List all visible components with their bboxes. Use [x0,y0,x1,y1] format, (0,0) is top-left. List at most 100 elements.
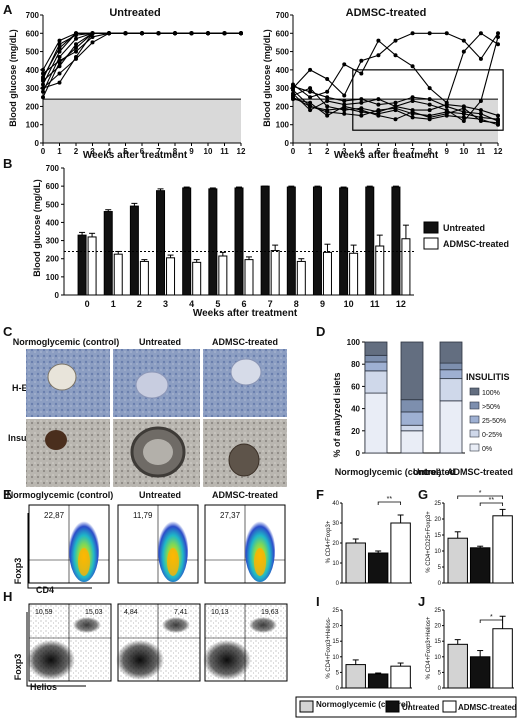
d-group-admsc: ADMSC-treated [447,467,513,477]
a-untreated-xtick-label: 8 [173,147,178,156]
insulitis-stacked-bar-chart: 0 20 40 60 80 100 [347,338,465,458]
d-legend-label: 25-50% [482,418,506,425]
f-bar [345,542,366,584]
e-gate-value: 27,37 [220,511,241,520]
b-ytick-label: 700 [46,164,60,173]
a-admsc-point [410,95,415,100]
b-ytick-label: 0 [55,291,60,300]
a-admsc-xtick-label: 6 [393,147,398,156]
a-untreated-point [57,42,62,47]
panel-letter-b: B [3,156,12,171]
a-untreated-point [41,77,45,81]
a-admsc-xtick-label: 0 [291,147,296,156]
d-legend-label: 100% [482,390,500,397]
a-right-ylabel: Blood glucose (mg/dL) [262,29,272,127]
b-bar [208,188,218,296]
a-admsc-point [427,31,432,36]
a-admsc-xtick-label: 2 [325,147,330,156]
d-group-normo: Normoglycemic (control) [335,467,442,477]
a-admsc-point [325,108,330,113]
a-admsc-point [478,98,483,103]
f-bar [390,522,411,584]
h-ylabel: Foxp3 [13,654,23,681]
e-population-core [167,548,179,576]
flow-cytometry-helios-foxp3: 10,59 15,03 4,84 7,41 10,13 19,63 [26,603,288,687]
b-xtick-label: 9 [320,299,325,309]
f-bar-chart: 0 10 20 30 40 ** [332,496,412,587]
j-ytick-label: 10 [434,655,441,661]
a-untreated-series-line [42,32,241,78]
b-legend: Untreated ADMSC-treated [423,221,509,250]
a-untreated-series-line [42,32,241,82]
a-admsc-point [376,97,381,102]
a-untreated-point [74,55,78,60]
a-right-xlabel: Weeks after treatment [334,150,439,161]
j-ytick-label: 0 [438,686,442,692]
b-xtick-label: 10 [344,299,354,309]
b-bar [156,190,166,296]
h-gate-value-right: 15,03 [85,609,103,616]
a-admsc-point [410,98,415,103]
b-bar [391,186,401,296]
bottom-legend-normo: Normoglycemic (control) [316,700,411,709]
b-xtick-label: 12 [396,299,406,309]
a-admsc-point [359,71,364,76]
b-bar [260,185,270,296]
g-ytick-label: 25 [434,501,441,507]
b-bar [270,250,280,296]
h-gate-value-right: 19,63 [261,609,279,616]
j-bar [469,656,491,689]
b-xtick-label: 2 [137,299,142,309]
a-untreated-normo-zone [43,99,241,143]
a-admsc-point [376,53,381,58]
a-admsc-xtick-label: 1 [308,147,313,156]
a-untreated-point [74,49,78,54]
f-ytick-label: 30 [332,521,339,527]
b-xtick-label: 6 [241,299,246,309]
a-left-ylabel: Blood glucose (mg/dL) [8,29,18,127]
g-ytick-label: 0 [438,581,442,587]
d-legend-swatch [469,443,480,452]
a-untreated-point [222,31,227,36]
a-admsc-ytick-label: 100 [276,121,290,130]
b-ytick-label: 400 [46,218,60,227]
a-admsc-point [444,31,449,36]
h-xlabel: Helios [30,682,57,692]
bottom-legend-swatch-normo [299,700,314,713]
e-gate-value: 11,79 [133,511,153,520]
a-left-title: Untreated [109,7,160,19]
b-legend-swatch-untreated [423,221,439,234]
f-ytick-label: 10 [332,561,339,567]
a-admsc-point [376,111,381,116]
a-admsc-series-line [292,32,499,97]
g-ytick-label: 5 [438,565,442,571]
a-untreated-point [57,71,62,76]
d-ylabel: % of analyzed islets [332,372,342,457]
a-untreated-point [90,40,95,45]
a-admsc-point [461,119,466,124]
g-bar [447,537,468,584]
panel-letter-e: E [3,487,12,502]
b-bar [129,205,139,296]
a-admsc-highlight-box [352,69,504,131]
d-stack-segment [364,341,388,356]
d-ytick-label: 80 [351,360,360,369]
d-ytick-label: 0 [356,449,361,458]
d-stack-segment [364,370,388,394]
a-admsc-point [444,104,449,109]
f-ytick-label: 0 [336,581,340,587]
a-admsc-ytick-label: 0 [285,139,290,148]
a-admsc-point [427,117,432,122]
a-admsc-point [325,104,330,109]
a-admsc-point [342,106,347,111]
h-gate-value-right: 7,41 [174,609,188,616]
a-untreated-ytick-label: 500 [26,48,40,57]
h-gate-value-left: 10,59 [35,609,53,616]
b-xtick-label: 11 [370,299,380,309]
a-untreated-series-line [42,32,241,74]
d-group-untreated: Untreated [413,467,455,477]
e-axis-arrows [27,513,92,589]
a-untreated-point [140,31,144,36]
j-ytick-label: 5 [438,670,442,676]
